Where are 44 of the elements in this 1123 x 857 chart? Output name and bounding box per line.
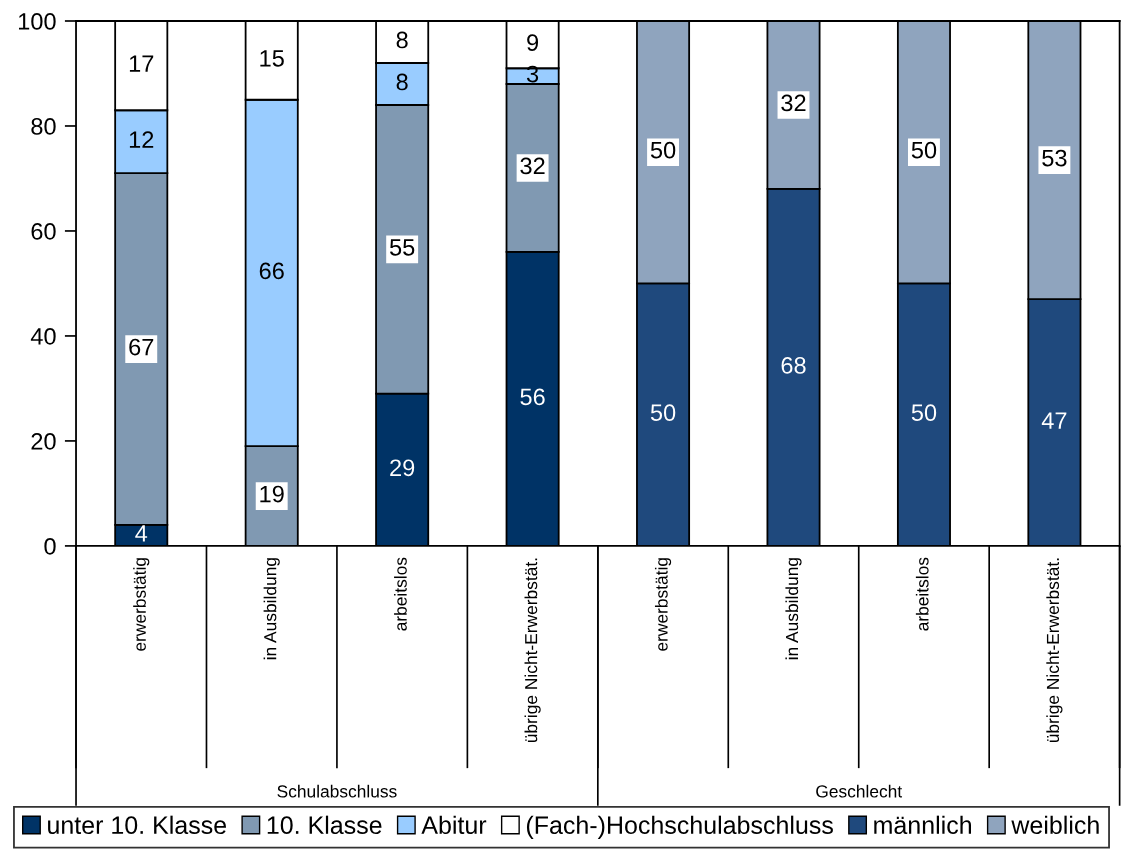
data-label: 56	[520, 388, 545, 406]
x-tick-label: arbeitslos	[915, 557, 929, 631]
y-tick-label: 80	[31, 118, 56, 135]
legend-label: Abitur	[421, 815, 487, 835]
data-label: 19	[260, 485, 284, 503]
legend-label: unter 10. Klasse	[48, 815, 227, 835]
data-label: 50	[650, 141, 676, 159]
data-label: 4	[135, 525, 148, 542]
data-label: 66	[259, 262, 284, 280]
data-label: 8	[396, 73, 408, 91]
data-label: 12	[129, 131, 154, 148]
x-tick-label: arbeitslos	[394, 557, 407, 631]
y-tick-label: 20	[31, 432, 56, 450]
text: Geschlecht	[816, 784, 903, 798]
data-label: 47	[1041, 412, 1067, 429]
legend-label: männlich	[874, 815, 971, 835]
x-tick-label: in Ausbildung	[263, 558, 280, 660]
data-label: 68	[781, 357, 806, 374]
data-label: 55	[389, 239, 415, 256]
data-label: 50	[911, 404, 937, 422]
data-label: 9	[527, 34, 539, 51]
y-tick-label: 60	[31, 223, 56, 240]
data-label: 8	[396, 31, 408, 49]
legend-label: weiblich	[1011, 815, 1099, 835]
y-tick-label: 100	[18, 13, 56, 30]
data-label: 50	[650, 404, 676, 422]
data-label: 32	[520, 157, 545, 175]
x-tick-label: erwerbstätig	[654, 558, 672, 651]
y-tick-label: 0	[44, 537, 56, 555]
data-label: 32	[781, 94, 806, 112]
x-tick-label: übrige Nicht-Erwerbstät.	[524, 558, 541, 743]
text: Schulabschluss	[277, 784, 397, 798]
data-label: 67	[129, 338, 154, 356]
x-tick-label: erwerbstätig	[133, 558, 150, 651]
data-label: 50	[911, 141, 937, 159]
x-tick-label: übrige Nicht-Erwerbstät.	[1046, 558, 1063, 743]
x-tick-label: in Ausbildung	[785, 558, 802, 660]
data-label: 15	[260, 50, 284, 67]
data-label: 17	[129, 55, 154, 72]
data-label: 53	[1042, 149, 1067, 167]
legend-label: 10. Klasse	[267, 815, 382, 835]
y-tick-label: 40	[30, 328, 56, 345]
data-label: 29	[390, 459, 415, 477]
legend-label: (Fach-)Hochschulabschluss	[526, 815, 833, 839]
